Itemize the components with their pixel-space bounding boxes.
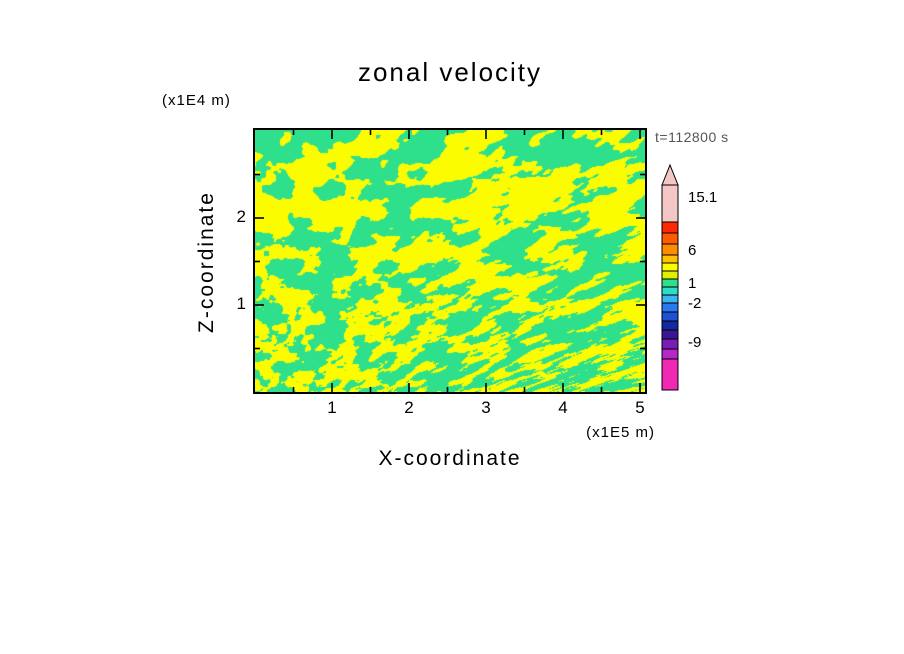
colorbar-cell	[661, 302, 679, 313]
velocity-field-canvas	[255, 130, 645, 392]
colorbar-cell	[661, 221, 679, 234]
x-axis-title: X-coordinate	[378, 447, 522, 470]
y-axis-title: Z-coordinate	[195, 191, 218, 333]
y-axis-unit-label: (x1E4 m)	[162, 92, 231, 109]
colorbar-cell	[661, 270, 679, 280]
colorbar-cell	[661, 243, 679, 256]
colorbar-cell	[661, 338, 679, 350]
plot-area	[253, 128, 647, 394]
colorbar-label: -2	[688, 295, 701, 312]
colorbar-cell	[661, 232, 679, 245]
x-axis-unit-label: (x1E5 m)	[586, 424, 655, 441]
colorbar-cell	[661, 329, 679, 340]
x-tick-label: 3	[481, 398, 491, 417]
x-tick-label: 4	[558, 398, 568, 417]
colorbar-label: 15.1	[688, 189, 717, 206]
colorbar-cell	[661, 320, 679, 331]
colorbar-cell	[661, 348, 679, 360]
colorbar-cell	[661, 358, 679, 391]
x-tick-label: 1	[327, 398, 337, 417]
y-tick-label: 2	[236, 207, 246, 226]
time-label: t=112800 s	[655, 129, 729, 145]
colorbar-arrow-tip	[661, 163, 679, 186]
axis-ticks	[255, 130, 645, 392]
colorbar: 15.1 6 1 -2 -9	[661, 163, 717, 391]
colorbar-label: -9	[688, 334, 701, 351]
colorbar-cell	[661, 278, 679, 288]
y-tick-label: 1	[236, 294, 246, 313]
colorbar-cell	[661, 294, 679, 304]
colorbar-label: 6	[688, 242, 696, 259]
x-tick-label: 2	[404, 398, 414, 417]
chart-title: zonal velocity	[357, 57, 543, 87]
colorbar-cell	[661, 254, 679, 264]
colorbar-cell	[661, 184, 679, 223]
x-tick-label: 5	[635, 398, 645, 417]
colorbar-cell	[661, 262, 679, 272]
colorbar-cell	[661, 286, 679, 296]
colorbar-label: 1	[688, 275, 696, 292]
colorbar-cell	[661, 311, 679, 322]
